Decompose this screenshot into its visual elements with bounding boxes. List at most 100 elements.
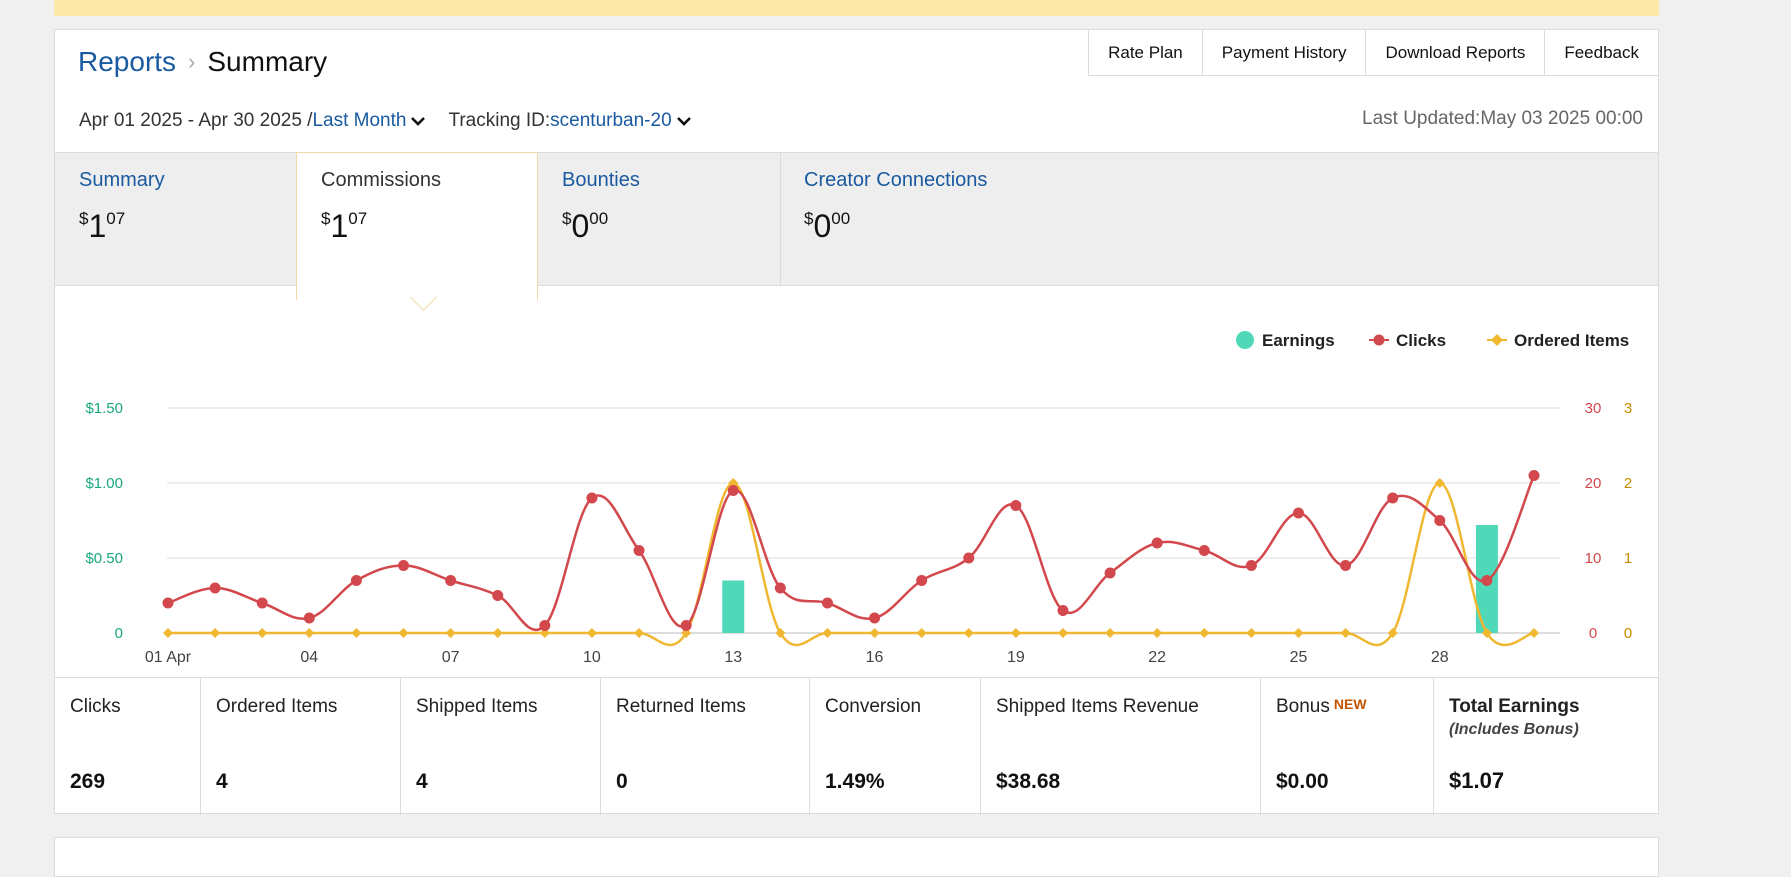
stat-clicks: Clicks 269 bbox=[55, 678, 201, 815]
metric-tabs: Summary $107 Commissions $107 Bounties $… bbox=[55, 152, 1658, 300]
date-preset-dropdown[interactable]: Last Month bbox=[312, 110, 407, 131]
stat-conversion: Conversion 1.49% bbox=[810, 678, 981, 815]
clicks-point bbox=[1340, 560, 1352, 571]
clicks-point bbox=[727, 485, 739, 496]
tracking-id-dropdown[interactable]: scenturban-20 bbox=[550, 110, 672, 131]
legend-label: Earnings bbox=[1262, 331, 1335, 350]
metric-tab-title: Commissions bbox=[321, 169, 442, 191]
breadcrumb-reports-link[interactable]: Reports bbox=[78, 46, 177, 77]
ordered-items-point bbox=[1434, 478, 1445, 488]
tab-rate-plan[interactable]: Rate Plan bbox=[1088, 30, 1202, 76]
ordered-items-point bbox=[1293, 628, 1304, 638]
clicks-point bbox=[916, 575, 928, 586]
clicks-point bbox=[303, 612, 315, 624]
metric-tab-value: $000 bbox=[804, 208, 851, 244]
stat-label: Clicks bbox=[70, 696, 121, 717]
metric-tab-bounties[interactable]: Bounties $000 bbox=[538, 153, 779, 286]
clicks-point bbox=[586, 492, 598, 504]
filter-row: Apr 01 2025 - Apr 30 2025 / Last Month T… bbox=[79, 110, 692, 132]
clicks-point bbox=[774, 582, 786, 594]
clicks-point bbox=[1151, 537, 1163, 549]
report-nav-tabs: Rate Plan Payment History Download Repor… bbox=[1088, 30, 1658, 76]
tracking-id-label: Tracking ID: bbox=[448, 110, 551, 131]
stat-value: 4 bbox=[416, 770, 428, 793]
stats-table: Clicks 269 Ordered Items 4 Shipped Items… bbox=[55, 677, 1658, 815]
clicks-point bbox=[1434, 515, 1446, 526]
stat-value: 269 bbox=[70, 770, 106, 793]
stat-label: Conversion bbox=[825, 696, 922, 717]
x-axis-tick: 04 bbox=[300, 649, 318, 666]
ordered-items-point bbox=[822, 628, 833, 638]
ordered-items-point bbox=[163, 628, 173, 638]
stat-label: Returned Items bbox=[616, 696, 746, 717]
stat-ordered-items: Ordered Items 4 bbox=[201, 678, 401, 815]
x-axis-tick: 13 bbox=[724, 649, 742, 666]
stat-label: Total Earnings bbox=[1449, 696, 1580, 717]
legend-label: Clicks bbox=[1396, 331, 1446, 350]
earnings-chart: 0 0 0 $0.50 10 1 $1.00 20 2 $1.50 30 3 01 Apr 04 07 10 1… bbox=[85, 331, 1632, 666]
tab-divider bbox=[780, 153, 781, 286]
ordered-items-point bbox=[210, 628, 221, 638]
clicks-point bbox=[209, 582, 221, 594]
stat-returned-items: Returned Items 0 bbox=[601, 678, 810, 815]
stat-label: Shipped Items Revenue bbox=[996, 696, 1199, 717]
ordered-items-point bbox=[869, 628, 880, 638]
ordered-items-point bbox=[728, 478, 739, 488]
stat-total-earnings: Total Earnings (Includes Bonus) $1.07 bbox=[1434, 678, 1658, 815]
clicks-point bbox=[1528, 470, 1540, 481]
last-updated: Last Updated:May 03 2025 00:00 bbox=[1362, 108, 1643, 129]
clicks-point bbox=[256, 597, 268, 609]
tab-download-reports[interactable]: Download Reports bbox=[1365, 30, 1545, 76]
y-axis-tick-earnings: $0.50 bbox=[85, 550, 123, 567]
ordered-items-point bbox=[1152, 628, 1163, 638]
metric-tab-commissions[interactable]: Commissions $107 bbox=[296, 152, 538, 300]
clicks-point bbox=[1010, 500, 1022, 511]
stat-value: $0.00 bbox=[1276, 770, 1329, 793]
x-axis-tick: 25 bbox=[1290, 649, 1308, 666]
metric-tab-summary[interactable]: Summary $107 bbox=[55, 153, 296, 286]
tab-payment-history[interactable]: Payment History bbox=[1201, 30, 1366, 76]
metric-tab-creator-connections[interactable]: Creator Connections $000 bbox=[780, 153, 1080, 286]
metric-tab-title: Summary bbox=[79, 169, 165, 191]
clicks-point bbox=[398, 560, 410, 571]
notice-banner bbox=[54, 0, 1659, 16]
legend-marker-earnings bbox=[1236, 331, 1254, 349]
y-axis-tick-clicks: 10 bbox=[1585, 550, 1602, 567]
ordered-items-point bbox=[1105, 628, 1116, 638]
chevron-down-icon[interactable] bbox=[410, 113, 426, 129]
y-axis-tick-earnings: 0 bbox=[115, 625, 123, 642]
ordered-items-point bbox=[1010, 628, 1021, 638]
metric-tab-value: $000 bbox=[562, 208, 609, 244]
stat-value: $1.07 bbox=[1449, 768, 1505, 793]
clicks-point bbox=[1387, 492, 1399, 504]
x-axis-tick: 22 bbox=[1148, 649, 1166, 666]
legend-marker-clicks bbox=[1373, 334, 1385, 346]
new-badge: NEW bbox=[1333, 696, 1367, 712]
stat-shipped-items: Shipped Items 4 bbox=[401, 678, 601, 815]
x-axis-tick: 19 bbox=[1007, 649, 1025, 666]
date-range-text: Apr 01 2025 - Apr 30 2025 / bbox=[79, 110, 313, 131]
y-axis-tick-clicks: 30 bbox=[1585, 400, 1602, 417]
clicks-point bbox=[633, 545, 645, 556]
legend-marker-ordered-items bbox=[1491, 334, 1503, 346]
ordered-items-point bbox=[445, 628, 456, 638]
x-axis-tick: 01 Apr bbox=[145, 649, 192, 666]
ordered-items-point bbox=[634, 628, 645, 638]
stat-label: Bonus NEW bbox=[1276, 696, 1367, 717]
ordered-items-point bbox=[351, 628, 362, 638]
tab-feedback[interactable]: Feedback bbox=[1544, 30, 1658, 76]
metric-tab-title: Creator Connections bbox=[804, 169, 988, 191]
breadcrumb: Reports › Summary bbox=[78, 46, 327, 78]
clicks-point bbox=[1481, 575, 1493, 586]
ordered-items-point bbox=[304, 628, 315, 638]
ordered-items-line bbox=[168, 481, 1535, 647]
y-axis-tick-earnings: $1.50 bbox=[85, 400, 123, 417]
stat-label: Shipped Items bbox=[416, 696, 538, 717]
clicks-point bbox=[821, 597, 833, 609]
clicks-point bbox=[869, 612, 881, 624]
chevron-down-icon[interactable] bbox=[676, 113, 692, 129]
stat-value: 4 bbox=[216, 770, 228, 793]
page-title: Summary bbox=[207, 46, 328, 77]
clicks-point bbox=[1057, 605, 1069, 616]
clicks-point bbox=[492, 590, 504, 601]
